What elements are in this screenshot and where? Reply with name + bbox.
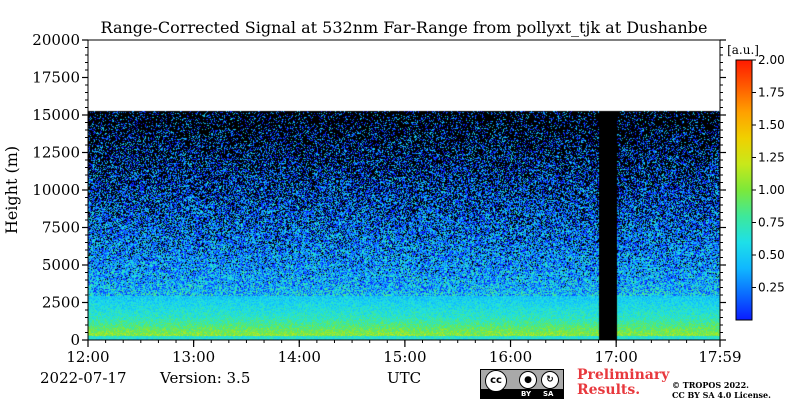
x-tick-label: 17:59 [698, 348, 741, 366]
cc-license-badge: cc ● ↻ BY SA [480, 369, 564, 399]
y-tick-label: 17500 [32, 69, 80, 87]
colorbar: 0.25 0.50 0.75 1.00 1.25 1.50 1.75 2.00 [735, 53, 785, 321]
copyright-note: © TROPOS 2022. CC BY SA 4.0 License. [672, 380, 771, 400]
colorbar-tick-label: 1.75 [758, 86, 785, 100]
y-tick-label: 10000 [32, 181, 80, 199]
colorbar-tick-label: 0.75 [758, 216, 785, 230]
x-tick-label: 12:00 [66, 348, 109, 366]
preliminary-line-2: Results. [577, 382, 641, 398]
y-tick-label: 20000 [32, 31, 80, 49]
x-tick-label: 16:00 [489, 348, 532, 366]
y-tick-label: 15000 [32, 106, 80, 124]
y-axis: 0 2500 5000 7500 10000 12500 15000 17500 20000 [32, 31, 726, 349]
preliminary-results-note: Preliminary Results. [577, 368, 669, 398]
heatmap-image [88, 40, 720, 340]
colorbar-tick-label: 2.00 [758, 53, 785, 67]
y-tick-label: 0 [70, 331, 80, 349]
chart-title: Range-Corrected Signal at 532nm Far-Rang… [101, 18, 708, 37]
colorbar-tick-label: 0.25 [758, 281, 785, 295]
colorbar-tick-label: 1.25 [758, 151, 785, 165]
cc-sa-label: SA [543, 390, 554, 398]
heatmap-area [88, 40, 720, 340]
x-tick-label: 17:00 [595, 348, 638, 366]
colorbar-unit: [a.u.] [727, 43, 759, 57]
date-label: 2022-07-17 [40, 369, 127, 387]
colorbar-tick-label: 1.00 [758, 183, 785, 197]
colorbar-tick-label: 1.50 [758, 118, 785, 132]
y-tick-label: 5000 [42, 256, 80, 274]
x-tick-label: 14:00 [278, 348, 321, 366]
colorbar-gradient [735, 59, 753, 321]
y-tick-label: 7500 [42, 219, 80, 237]
utc-label: UTC [387, 369, 422, 387]
person-icon: ● [519, 371, 537, 389]
y-axis-label: Height (m) [2, 146, 21, 234]
y-tick-label: 12500 [32, 144, 80, 162]
x-tick-label: 15:00 [383, 348, 426, 366]
cc-icon: cc [485, 370, 507, 392]
preliminary-line-1: Preliminary [577, 367, 670, 383]
colorbar-tick-label: 0.50 [758, 248, 785, 262]
share-alike-icon: ↻ [541, 371, 559, 389]
cc-by-label: BY [521, 390, 532, 398]
copyright-line-2: CC BY SA 4.0 License. [672, 390, 771, 400]
y-tick-label: 2500 [42, 294, 80, 312]
copyright-line-1: © TROPOS 2022. [672, 380, 749, 390]
version-label: Version: 3.5 [160, 369, 251, 387]
x-tick-label: 13:00 [172, 348, 215, 366]
x-axis: 12:00 13:00 14:00 15:00 16:00 17:00 17:59 [66, 340, 742, 366]
